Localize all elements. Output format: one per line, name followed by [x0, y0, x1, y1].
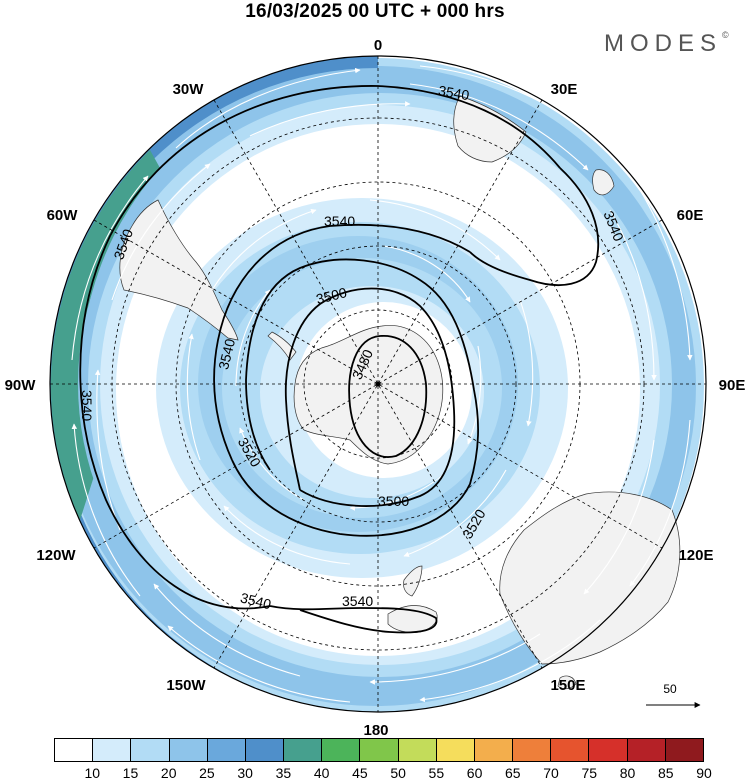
colorbar-swatch [169, 739, 208, 761]
contour-label: 3540 [239, 589, 273, 612]
colorbar-tick-label: 35 [275, 765, 292, 781]
lon-label-120e: 120E [678, 547, 713, 564]
lon-label-90e: 90E [719, 377, 746, 394]
brand-mark: © [722, 30, 729, 40]
tasmania [557, 675, 577, 690]
new-zealand-north [403, 565, 423, 597]
brand-logo: MODES© [604, 30, 729, 58]
colorbar-tick-label: 90 [696, 765, 712, 781]
landmasses [119, 95, 681, 690]
contour-label: 3500 [314, 284, 348, 307]
lon-label-150w: 150W [166, 677, 206, 694]
graticule [50, 56, 706, 712]
map-title: 16/03/2025 00 UTC + 000 hrs [245, 1, 505, 22]
colorbar-swatch [627, 739, 666, 761]
colorbar-tick-label: 20 [160, 765, 177, 781]
colorbar-swatch [93, 739, 132, 761]
antarctic-peninsula [267, 331, 297, 361]
colorbar-tick-label: 85 [657, 765, 674, 781]
wind-scale-label: 50 [663, 682, 677, 696]
longitude-labels: 0 30E 60E 90E 120E 150E 180 150W 120W 90… [5, 37, 746, 735]
south-pole-marker [375, 381, 381, 387]
colorbar-tick-label: 80 [619, 765, 636, 781]
colorbar-swatch [322, 739, 361, 761]
lon-label-120w: 120W [36, 547, 76, 564]
colorbar-tick-label: 15 [122, 765, 139, 781]
colorbar-labels: 10 15 20 25 30 35 40 45 50 55 60 65 70 75 80 85 90 [54, 765, 711, 781]
contour-3520 [231, 258, 479, 537]
contour-3500 [284, 287, 456, 507]
colorbar-tick-label: 45 [352, 765, 368, 781]
colorbar-swatch [245, 739, 285, 761]
contour-label: 3540 [342, 593, 373, 609]
madagascar [592, 169, 615, 196]
contour-3540-sw [269, 605, 438, 634]
colorbar-swatch [551, 739, 590, 761]
lon-label-180: 180 [363, 722, 388, 735]
height-contours [79, 85, 600, 634]
lon-label-150e: 150E [550, 677, 585, 694]
contour-label: 3500 [378, 493, 409, 509]
contour-3540-inner [213, 223, 471, 461]
contour-label: 3540 [437, 82, 471, 103]
brand-text: MODES [604, 30, 723, 57]
colorbar-swatch [513, 739, 552, 761]
polar-map: 3540 3540 3540 3540 3540 3500 3480 3520 … [5, 37, 746, 735]
colorbar-swatch [207, 739, 246, 761]
wind-streamlines [71, 65, 693, 703]
colorbar-tick-label: 70 [543, 765, 559, 781]
colorbar-tick-label: 40 [313, 765, 330, 781]
contour-3540-outer [79, 85, 561, 610]
contour-label: 3540 [324, 213, 355, 229]
colorbar-swatch [360, 739, 399, 761]
wind-scale-reference: 50 [640, 682, 710, 712]
colorbar [54, 738, 704, 762]
colorbar-swatch [665, 739, 703, 761]
map-border [49, 55, 707, 713]
lon-label-60e: 60E [677, 207, 704, 224]
africa [453, 95, 527, 163]
colorbar-swatch [589, 739, 628, 761]
jet-max-west [50, 150, 160, 520]
colorbar-tick-label: 60 [466, 765, 483, 781]
wind-scale-arrow [646, 702, 701, 708]
lon-label-60w: 60W [47, 207, 79, 224]
colorbar-swatch [284, 739, 323, 761]
lon-label-0: 0 [374, 37, 382, 54]
colorbar-swatch [436, 739, 475, 761]
colorbar-tick-label: 50 [390, 765, 406, 781]
lon-label-30e: 30E [551, 81, 578, 98]
colorbar-tick-label: 65 [505, 765, 521, 781]
colorbar-swatch [131, 739, 170, 761]
colorbar-swatch [55, 739, 94, 761]
colorbar-swatch [474, 739, 514, 761]
contour-3540-tail [469, 167, 600, 286]
contour-3480 [348, 335, 428, 458]
contour-label: 3540 [79, 390, 95, 421]
colorbar-tick-label: 25 [199, 765, 215, 781]
colorbar-tick-label: 75 [581, 765, 598, 781]
contour-label: 3540 [215, 337, 238, 371]
australia [499, 491, 681, 665]
lon-label-90w: 90W [5, 377, 37, 394]
colorbar-swatch [398, 739, 437, 761]
colorbar-tick-label: 55 [428, 765, 445, 781]
antarctica [293, 325, 444, 465]
lon-label-30w: 30W [173, 81, 205, 98]
south-america [119, 199, 239, 341]
colorbar-tick-label: 10 [84, 765, 101, 781]
colorbar-tick-label: 30 [237, 765, 253, 781]
